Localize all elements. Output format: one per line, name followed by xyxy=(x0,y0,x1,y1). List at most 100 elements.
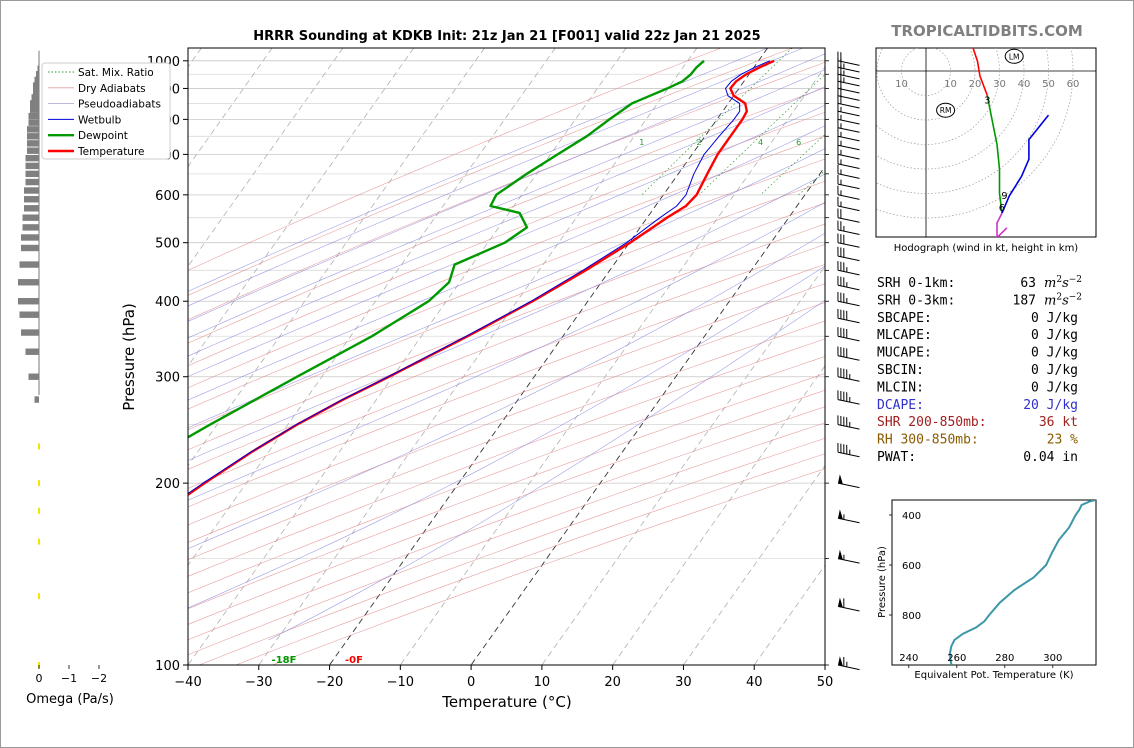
barb-full xyxy=(846,328,848,339)
stat-label: RH 300-850mb: xyxy=(877,433,979,448)
omega-bar xyxy=(30,106,39,113)
dry-adiabat xyxy=(188,338,825,577)
barb-half xyxy=(849,396,851,403)
stat-value: 0 J/kg xyxy=(1031,380,1078,395)
omega-yellow-marker xyxy=(38,443,40,450)
omega-bar xyxy=(22,214,39,221)
hodo-motion-marker xyxy=(1004,48,1024,64)
barb-full xyxy=(843,277,845,287)
stat-label: SHR 200-850mb: xyxy=(877,415,987,430)
wind-barb xyxy=(837,367,860,382)
hodograph-frame xyxy=(875,47,1097,238)
barb-full xyxy=(843,234,845,244)
barb-full xyxy=(843,248,845,258)
omega-bar xyxy=(28,119,39,126)
theta-e-frame xyxy=(891,499,1097,666)
omega-bar xyxy=(25,162,39,170)
x-tick-label: 30 xyxy=(675,675,692,690)
dry-adiabat xyxy=(188,158,825,410)
pseudoadiabat xyxy=(188,86,825,357)
omega-bar xyxy=(24,205,39,212)
wind-barb xyxy=(837,474,860,489)
omega-bar xyxy=(27,133,39,140)
omega-tick-label: −2 xyxy=(91,672,107,685)
barb-staff xyxy=(837,95,860,101)
barb-full xyxy=(840,292,842,302)
wind-barb xyxy=(837,196,860,212)
mixing-ratio-label: 6 xyxy=(796,138,801,147)
barb-full xyxy=(846,310,848,321)
barb-full xyxy=(837,367,839,377)
pseudoadiabat xyxy=(188,148,825,429)
barb-full xyxy=(837,118,839,128)
dry-adiabat xyxy=(188,48,722,271)
hodo-ring xyxy=(876,48,1000,145)
wind-barb xyxy=(837,72,860,87)
barb-half xyxy=(840,159,842,165)
barb-staff xyxy=(837,127,860,133)
barb-flag xyxy=(838,597,843,608)
y-tick-label: 200 xyxy=(155,477,180,492)
barb-full xyxy=(837,51,839,61)
barb-staff xyxy=(837,229,860,235)
legend-label: Temperature xyxy=(77,146,145,158)
skewt-axes: −40−30−20−100102030405010009008007006005… xyxy=(147,55,833,690)
barb-full xyxy=(837,390,839,400)
stat-label: SRH 0-3km: xyxy=(877,293,955,308)
wind-barb xyxy=(837,135,860,151)
theta-e-y-tick-label: 400 xyxy=(902,511,921,522)
barb-full xyxy=(837,164,839,174)
omega-bar xyxy=(18,279,39,286)
barb-full xyxy=(843,444,845,454)
barb-half xyxy=(846,282,848,288)
barb-staff xyxy=(837,242,860,248)
dry-adiabat xyxy=(188,264,825,508)
hodo-ring xyxy=(901,48,951,96)
barb-staff xyxy=(837,335,860,342)
barb-half xyxy=(840,179,842,185)
x-tick-label: −40 xyxy=(174,675,201,690)
omega-bar xyxy=(33,88,39,95)
hodo-ring-label: 20 xyxy=(969,79,982,90)
omega-yellow-marker xyxy=(38,538,40,545)
barb-staff xyxy=(837,163,860,169)
barb-full xyxy=(840,261,842,271)
hodo-ring xyxy=(876,48,1025,170)
barb-full xyxy=(846,417,848,427)
barb-full xyxy=(840,52,842,62)
barb-full xyxy=(837,308,839,319)
omega-bar xyxy=(34,396,39,403)
isotherm xyxy=(329,48,768,665)
hodo-height-label: 1 xyxy=(964,10,970,21)
mixing-ratio-label: 1 xyxy=(639,138,644,147)
stat-value: 36 kt xyxy=(1039,415,1078,430)
wind-barb xyxy=(837,233,860,248)
barb-full xyxy=(843,657,845,667)
dry-adiabat xyxy=(188,180,825,431)
barb-half xyxy=(843,554,845,560)
hodo-ring-label: 30 xyxy=(993,79,1006,90)
theta-e-ylabel: Pressure (hPa) xyxy=(877,546,888,618)
pseudoadiabat xyxy=(188,104,825,377)
dry-adiabat xyxy=(188,223,825,470)
stat-unit: m2s−2 xyxy=(1044,275,1082,291)
omega-bar xyxy=(28,373,39,380)
dry-adiabat xyxy=(188,320,825,560)
wind-barb xyxy=(837,442,860,458)
barb-full xyxy=(843,293,845,303)
hodo-motion-label: RM xyxy=(940,106,952,115)
stats-panel: SRH 0-1km: 63 m2s−2 SRH 0-3km: 187 m2s−2 SBCAP… xyxy=(877,275,1082,465)
y-tick-label: 300 xyxy=(155,371,180,386)
omega-bar xyxy=(18,298,39,305)
y-axis-label: Pressure (hPa) xyxy=(120,303,138,411)
barb-flag xyxy=(838,474,843,485)
omega-bar xyxy=(22,224,39,231)
wind-barb xyxy=(837,549,860,564)
hodo-motion-label: LM xyxy=(1009,52,1020,61)
theta-e-xlabel: Equivalent Pot. Temperature (K) xyxy=(914,670,1073,681)
barb-full xyxy=(840,415,842,426)
barb-full xyxy=(840,347,842,357)
omega-bar xyxy=(19,311,39,318)
barb-full xyxy=(840,209,842,219)
barb-staff xyxy=(837,317,860,324)
